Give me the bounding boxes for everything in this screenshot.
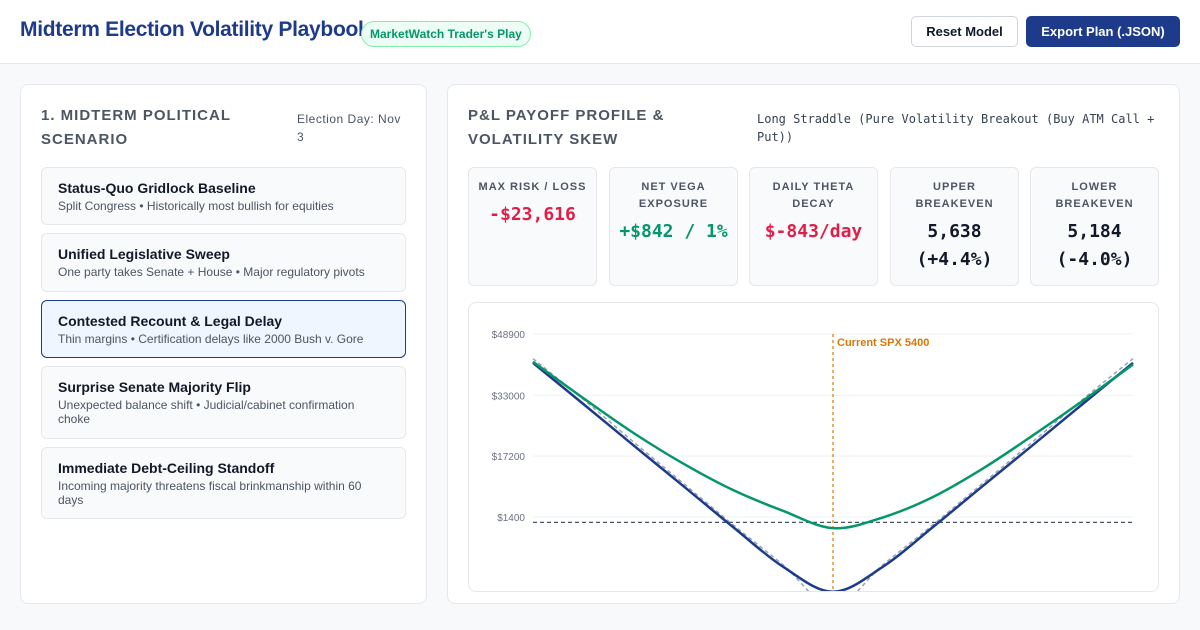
payoff-chart-svg: $48900 $33000 $17200 $1400 Current SPX 5400 <box>492 330 1134 591</box>
reset-model-button[interactable]: Reset Model <box>911 16 1018 47</box>
y-tick-label: $48900 <box>492 330 526 341</box>
payoff-panel: P&L Payoff Profile & Volatility Skew Lon… <box>447 84 1180 604</box>
metric-card-max-risk: Max Risk / Loss -$23,616 <box>468 167 597 286</box>
strategy-label: Long Straddle (Pure Volatility Breakout … <box>757 112 1155 144</box>
y-tick-label: $33000 <box>492 391 526 402</box>
metric-label: Upper Breakeven <box>915 181 994 210</box>
metric-label: Daily Theta Decay <box>772 181 855 210</box>
metric-value: $-843/day <box>764 221 863 242</box>
metric-value: 5,638 (+4.4%) <box>916 221 993 270</box>
metric-value: 5,184 (-4.0%) <box>1056 221 1133 270</box>
scenario-title: Contested Recount & Legal Delay <box>58 313 283 329</box>
app-title: Midterm Election Volatility Playbook <box>20 18 370 41</box>
metric-card-upper-breakeven: Upper Breakeven 5,638 (+4.4%) <box>890 167 1019 286</box>
export-plan-button[interactable]: Export Plan (.JSON) <box>1026 16 1180 47</box>
metric-value: -$23,616 <box>489 204 576 225</box>
scenario-title: Unified Legislative Sweep <box>58 246 230 262</box>
scenario-panel: 1. Midterm Political Scenario Election D… <box>20 84 427 604</box>
payoff-series-expiry-adjusted <box>532 360 1134 530</box>
payoff-series-main <box>532 361 1134 591</box>
scenario-option-senate-flip[interactable]: Surprise Senate Majority Flip Unexpected… <box>41 366 406 439</box>
scenario-description: Incoming majority threatens fiscal brink… <box>58 479 362 507</box>
payoff-panel-title: P&L Payoff Profile & Volatility Skew <box>468 107 665 148</box>
scenario-option-unified-sweep[interactable]: Unified Legislative Sweep One party take… <box>41 233 406 292</box>
brand-badge: MarketWatch Trader's Play <box>361 21 531 47</box>
metric-label: Max Risk / Loss <box>478 181 587 193</box>
metric-card-net-vega: Net Vega Exposure +$842 / 1% <box>609 167 738 286</box>
metric-card-daily-theta: Daily Theta Decay $-843/day <box>749 167 878 286</box>
scenario-option-gridlock[interactable]: Status-Quo Gridlock Baseline Split Congr… <box>41 167 406 225</box>
scenario-panel-title: 1. Midterm Political Scenario <box>41 107 231 148</box>
metric-value: +$842 / 1% <box>619 221 728 242</box>
scenario-description: Unexpected balance shift • Judicial/cabi… <box>58 398 355 426</box>
y-tick-label: $17200 <box>492 452 526 463</box>
scenario-title: Status-Quo Gridlock Baseline <box>58 180 256 196</box>
metric-label: Lower Breakeven <box>1055 181 1134 210</box>
scenario-option-contested-recount[interactable]: Contested Recount & Legal Delay Thin mar… <box>41 300 406 358</box>
scenario-title: Surprise Senate Majority Flip <box>58 379 251 395</box>
metric-card-lower-breakeven: Lower Breakeven 5,184 (-4.0%) <box>1030 167 1159 286</box>
payoff-series-reference <box>532 358 1134 591</box>
election-day-label: Election Day: Nov 3 <box>297 112 401 144</box>
metric-label: Net Vega Exposure <box>638 181 709 210</box>
scenario-option-debt-ceiling[interactable]: Immediate Debt-Ceiling Standoff Incoming… <box>41 447 406 519</box>
scenario-description: One party takes Senate + House • Major r… <box>58 265 365 279</box>
scenario-title: Immediate Debt-Ceiling Standoff <box>58 460 275 476</box>
current-price-label: Current SPX 5400 <box>837 337 929 349</box>
top-bar: Midterm Election Volatility Playbook Mar… <box>0 0 1200 64</box>
payoff-chart: $48900 $33000 $17200 $1400 Current SPX 5400 <box>468 302 1159 592</box>
scenario-description: Split Congress • Historically most bulli… <box>58 199 334 213</box>
scenario-description: Thin margins • Certification delays like… <box>58 332 364 346</box>
y-tick-label: $1400 <box>497 513 525 524</box>
